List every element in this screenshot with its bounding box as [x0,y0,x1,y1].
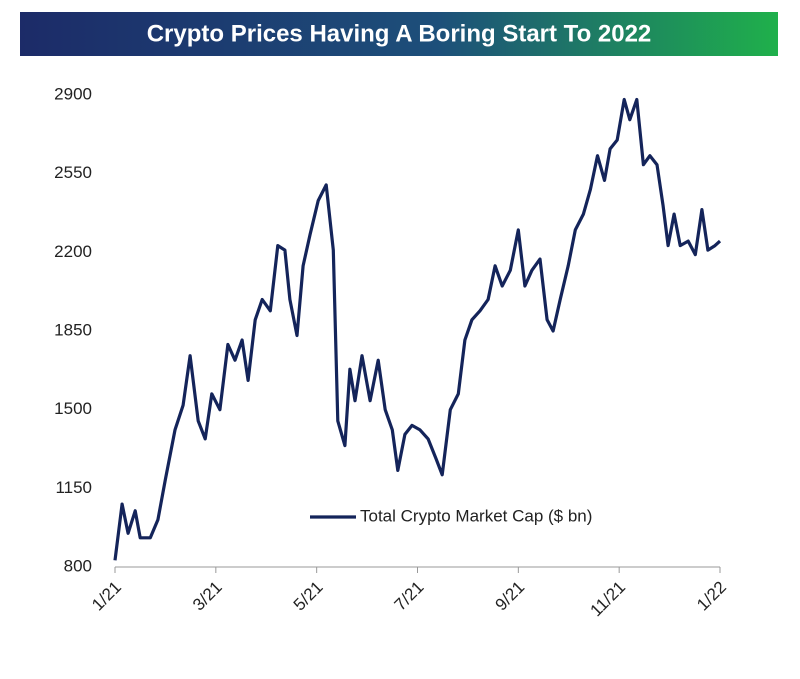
x-tick-label: 7/21 [391,578,428,615]
x-tick-label: 9/21 [491,578,528,615]
x-tick-label: 1/21 [88,578,125,615]
chart-title: Crypto Prices Having A Boring Start To 2… [147,20,652,47]
y-tick-label: 1150 [55,478,92,497]
data-line [113,97,722,561]
title-banner [20,12,778,56]
y-tick-label: 1850 [54,320,92,339]
y-tick-label: 1500 [54,399,92,418]
y-tick-label: 2550 [54,163,92,182]
y-tick-label: 800 [64,556,92,575]
x-tick-label: 11/21 [587,578,630,621]
legend-label: Total Crypto Market Cap ($ bn) [360,506,592,525]
x-tick-label: 5/21 [290,578,327,615]
y-tick-label: 2900 [54,84,92,103]
x-tick-label: 1/22 [693,578,730,615]
y-tick-label: 2200 [54,242,92,261]
x-tick-label: 3/21 [189,578,226,615]
